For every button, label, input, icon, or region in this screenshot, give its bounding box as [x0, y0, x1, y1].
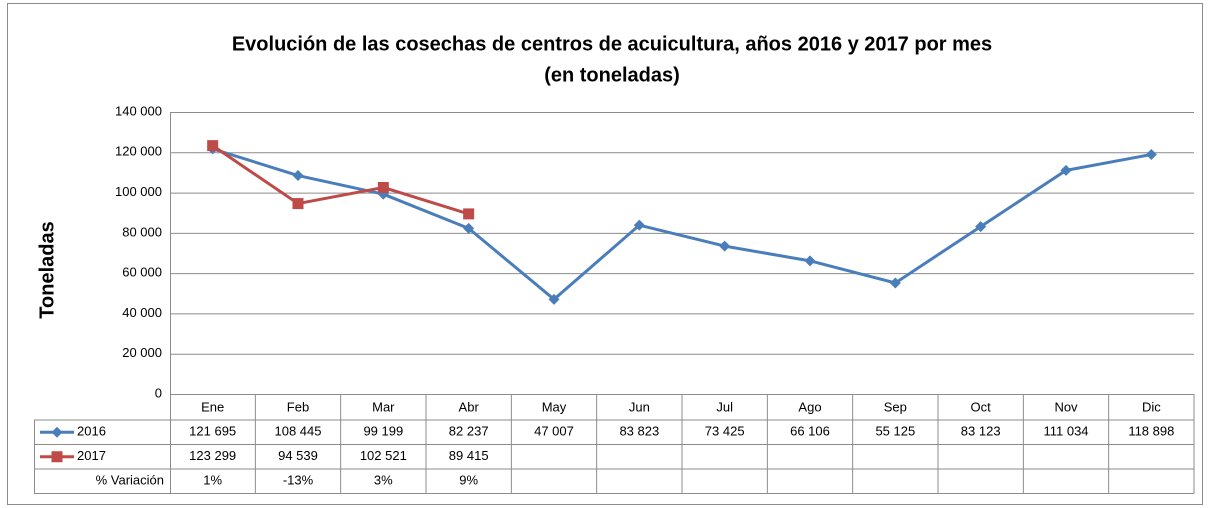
- table-value: 73 425: [705, 424, 745, 439]
- x-tick-label: Sep: [884, 399, 907, 414]
- y-tick-label: 80 000: [122, 224, 162, 239]
- y-axis-title: Toneladas: [36, 221, 58, 318]
- table-value: 123 299: [189, 448, 236, 463]
- x-tick-label: Jul: [716, 399, 733, 414]
- x-tick-label: May: [542, 399, 567, 414]
- table-value: 121 695: [189, 424, 236, 439]
- table-value: 111 034: [1043, 424, 1088, 439]
- marker: [1145, 149, 1157, 161]
- table-value: 66 106: [790, 424, 830, 439]
- y-tick-label: 20 000: [122, 345, 162, 360]
- marker: [377, 181, 389, 193]
- table-value: 9%: [459, 473, 478, 488]
- y-tick-label: 60 000: [122, 265, 162, 280]
- table-value: 1%: [203, 473, 222, 488]
- x-tick-label: Oct: [971, 399, 992, 414]
- x-tick-label: Feb: [287, 399, 309, 414]
- table-value: 55 125: [875, 424, 915, 439]
- table-value: 108 445: [275, 424, 322, 439]
- x-tick-label: Ene: [201, 399, 224, 414]
- legend-label: 2017: [77, 448, 106, 463]
- legend-label: 2016: [77, 424, 106, 439]
- marker: [51, 426, 63, 438]
- x-tick-label: Abr: [459, 399, 480, 414]
- marker: [719, 240, 731, 252]
- marker: [292, 170, 304, 182]
- marker: [51, 451, 63, 463]
- marker: [1060, 164, 1072, 176]
- y-tick-label: 100 000: [115, 184, 162, 199]
- table-value: 118 898: [1128, 424, 1174, 439]
- table-value: -13%: [283, 473, 314, 488]
- table-value: 94 539: [278, 448, 318, 463]
- chart-title: Evolución de las cosechas de centros de …: [232, 33, 992, 55]
- marker: [975, 221, 987, 233]
- marker: [889, 277, 901, 289]
- y-tick-label: 120 000: [115, 144, 162, 159]
- marker: [548, 293, 560, 305]
- table-value: 102 521: [360, 448, 407, 463]
- marker: [633, 219, 645, 231]
- y-tick-label: 140 000: [115, 103, 162, 118]
- table-value: 47 007: [534, 424, 574, 439]
- table-value: 83 123: [961, 424, 1001, 439]
- x-tick-label: Mar: [372, 399, 395, 414]
- table-value: 99 199: [363, 424, 403, 439]
- table-value: 82 237: [449, 424, 489, 439]
- series-line: [211, 144, 470, 216]
- table-value: 89 415: [449, 448, 489, 463]
- marker: [463, 222, 475, 234]
- marker: [804, 255, 816, 267]
- marker: [207, 140, 219, 152]
- y-tick-label: 0: [155, 385, 162, 400]
- table-value: 3%: [374, 473, 393, 488]
- chart-subtitle: (en toneladas): [544, 64, 680, 86]
- marker: [292, 198, 304, 210]
- x-tick-label: Dic: [1142, 399, 1161, 414]
- y-tick-label: 40 000: [122, 305, 162, 320]
- x-tick-label: Jun: [629, 399, 650, 414]
- table-value: 83 823: [619, 424, 659, 439]
- x-tick-label: Nov: [1054, 399, 1078, 414]
- x-tick-label: Ago: [798, 399, 821, 414]
- marker: [463, 208, 475, 220]
- table-row-label: % Variación: [96, 473, 164, 488]
